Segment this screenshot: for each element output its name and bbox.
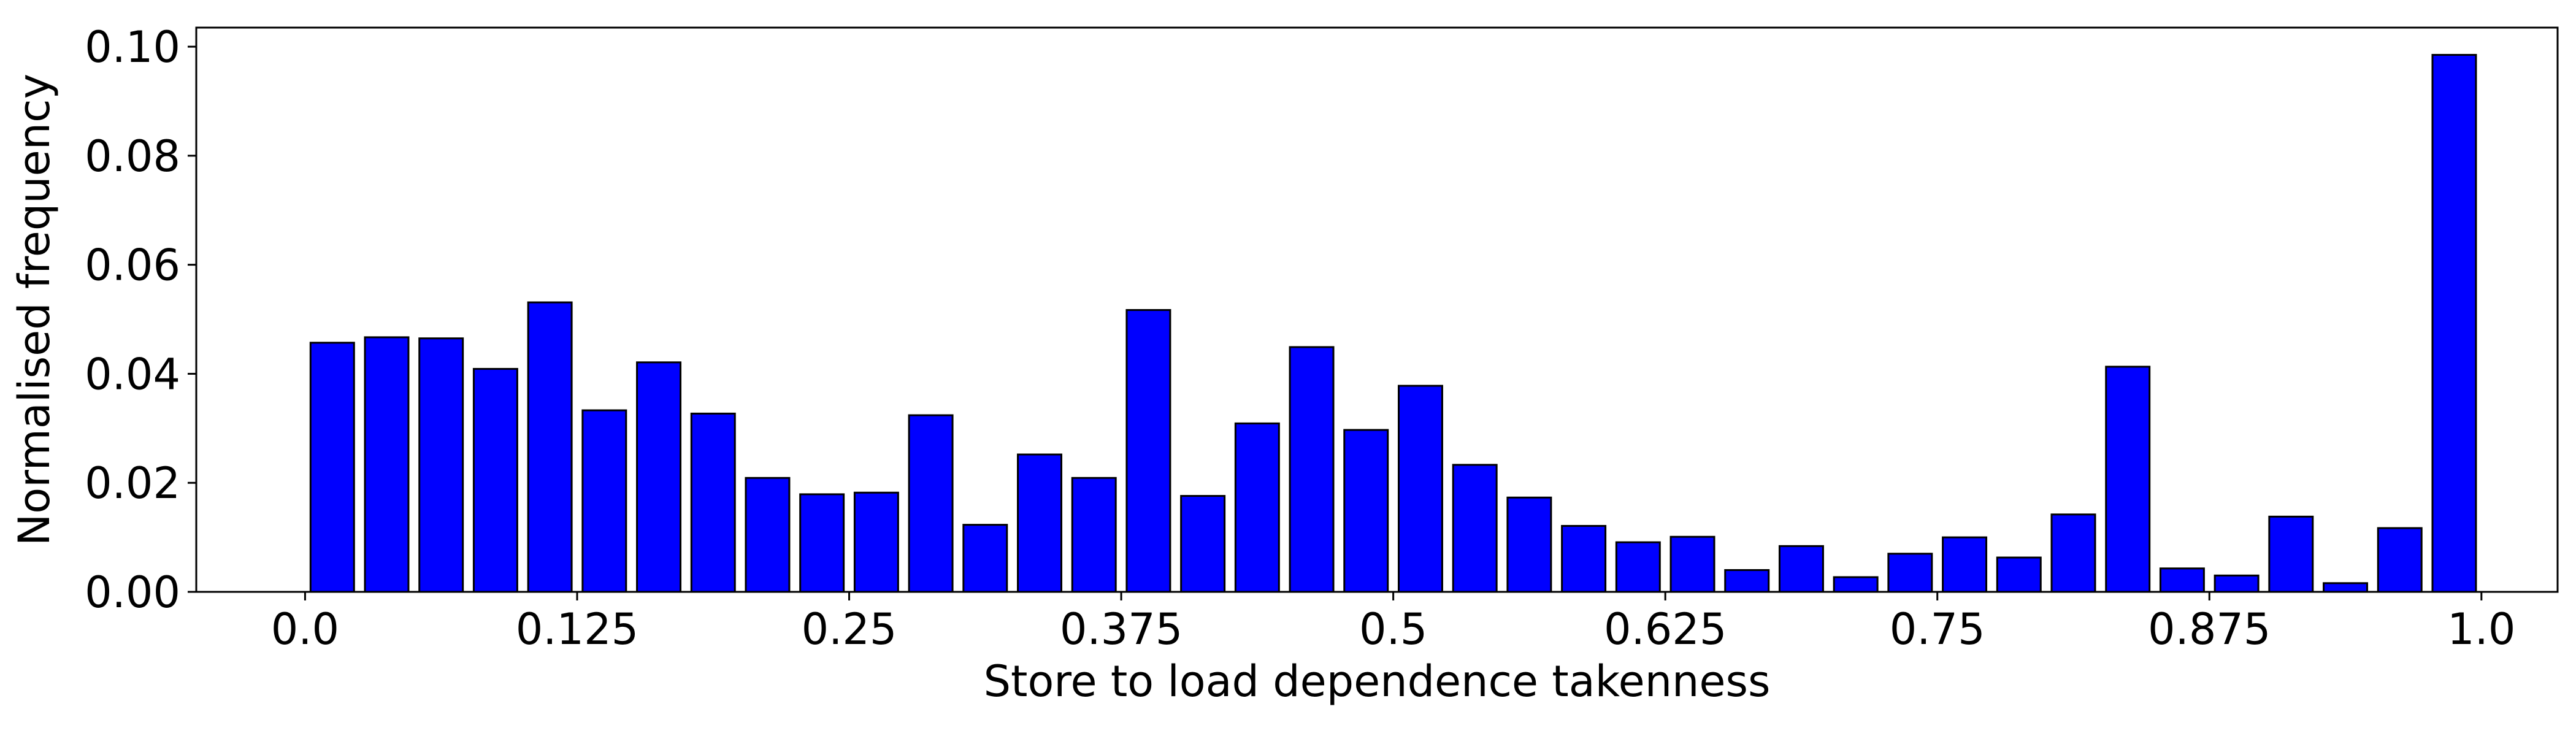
bar-14	[1071, 477, 1117, 593]
bar-35	[2214, 574, 2260, 593]
bar-17	[1234, 422, 1280, 593]
bar-24	[1615, 541, 1661, 593]
x-tick-label-3: 0.375	[1060, 604, 1183, 654]
bar-20	[1397, 385, 1443, 593]
bar-0	[309, 342, 355, 593]
bar-22	[1506, 496, 1552, 593]
bar-38	[2377, 527, 2423, 593]
bar-4	[527, 301, 573, 593]
bar-36	[2268, 515, 2314, 593]
x-tick-label-7: 0.875	[2148, 604, 2271, 654]
y-axis-ticks: 0.00 0.02 0.04 0.06 0.08 0.10	[85, 22, 196, 618]
bar-25	[1669, 535, 1715, 593]
y-tick-label-0: 0.00	[85, 567, 180, 618]
bars-group	[309, 53, 2477, 593]
bar-6	[636, 361, 682, 593]
bar-1	[364, 336, 410, 593]
bar-26	[1724, 569, 1770, 593]
bar-29	[1887, 553, 1933, 593]
bar-5	[581, 409, 627, 593]
x-tick-label-1: 0.125	[516, 604, 638, 654]
y-axis-label: Normalised frequency	[9, 74, 59, 546]
bar-13	[1017, 453, 1062, 593]
y-tick-label-4: 0.08	[85, 131, 180, 182]
x-tick-label-6: 0.75	[1890, 604, 1985, 654]
bar-33	[2105, 366, 2151, 593]
y-tick-label-2: 0.04	[85, 349, 180, 399]
x-tick-label-4: 0.5	[1359, 604, 1427, 654]
bar-9	[799, 493, 845, 593]
bar-2	[418, 337, 464, 593]
x-tick-label-2: 0.25	[802, 604, 897, 654]
bar-32	[2050, 513, 2096, 593]
bar-10	[853, 491, 899, 593]
x-tick-label-5: 0.625	[1604, 604, 1727, 654]
bar-12	[962, 524, 1008, 593]
x-axis-label: Store to load dependence takenness	[984, 656, 1771, 707]
bar-30	[1942, 536, 1988, 593]
bar-19	[1343, 429, 1389, 593]
x-tick-label-8: 1.0	[2447, 604, 2515, 654]
bar-37	[2323, 582, 2369, 593]
bar-23	[1561, 524, 1607, 593]
bar-16	[1180, 495, 1226, 593]
bar-28	[1833, 576, 1879, 593]
bar-8	[745, 477, 791, 593]
x-tick-label-0: 0.0	[271, 604, 339, 654]
y-tick-label-5: 0.10	[85, 22, 180, 72]
bar-15	[1125, 309, 1171, 593]
bar-7	[690, 412, 736, 593]
bar-39	[2431, 53, 2477, 593]
x-axis-ticks: 0.0 0.125 0.25 0.375 0.5 0.625 0.75 0.875 1.0	[271, 592, 2515, 654]
bar-3	[472, 367, 518, 593]
bar-11	[908, 414, 954, 593]
bar-34	[2159, 567, 2205, 593]
plot-frame	[195, 26, 2559, 593]
y-tick-label-3: 0.06	[85, 240, 180, 291]
bar-18	[1289, 346, 1335, 593]
bar-21	[1452, 464, 1498, 593]
bar-27	[1778, 545, 1824, 593]
y-tick-label-1: 0.02	[85, 458, 180, 508]
bar-31	[1996, 556, 2042, 593]
